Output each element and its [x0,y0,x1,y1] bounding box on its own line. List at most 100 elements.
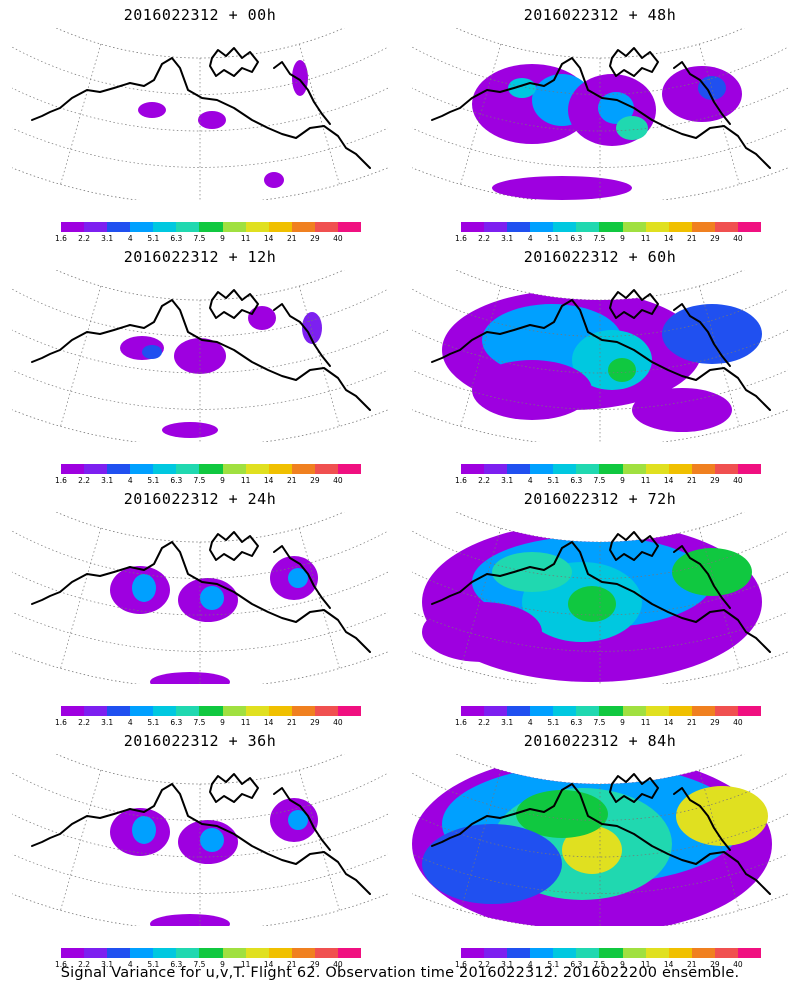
colorbar-label: 29 [310,476,320,485]
colorbar-label: 14 [663,234,674,243]
colorbar-label: 14 [263,718,274,727]
panel-title: 2016022312 + 00h [123,6,277,24]
colorbar-swatch [291,464,315,474]
colorbar-swatch [691,948,715,958]
colorbar-label: 40 [333,476,343,485]
colorbar-swatch [645,948,669,958]
colorbar-label: 1.6 [455,718,467,727]
colorbar-swatch [199,948,223,958]
colorbar-label: 2.2 [78,960,91,969]
colorbar-swatch [107,706,131,716]
colorbar-swatch [84,222,108,232]
colorbar-swatch [337,464,362,474]
colorbar-label: 2.2 [478,718,491,727]
variance-contour [698,76,726,100]
colorbar-label: 40 [333,718,343,727]
colorbar-swatch [222,948,246,958]
variance-contour [422,824,562,904]
colorbar-label: 5.1 [147,234,160,243]
colorbar-label: 9 [620,718,625,727]
colorbar-swatch [314,222,338,232]
longitude-line [460,769,502,911]
longitude-line [298,527,340,669]
colorbar-swatch [576,948,600,958]
colorbar-label: 5.1 [147,960,160,969]
panel-title: 2016022312 + 24h [123,490,277,508]
coastline [31,57,371,169]
colorbar [461,222,762,232]
coastline [273,787,331,851]
colorbar-swatch [268,948,292,958]
colorbar-swatch [268,464,292,474]
colorbar-label: 14 [263,476,274,485]
colorbar-label: 2.2 [478,234,491,243]
projection-map [12,754,388,926]
map-panel-p72: 2016022312 + 72h 1.6 2.2 3.1 4 5.1 6.3 7.5 9 11 14… [400,484,800,732]
colorbar-label: 11 [640,718,651,727]
colorbar-swatch [222,464,246,474]
colorbar-label: 9 [620,960,625,969]
colorbar-swatch [622,948,646,958]
colorbar-swatch [461,464,485,474]
colorbar-label: 11 [240,718,251,727]
colorbar-swatch [61,948,85,958]
longitude-line [60,43,102,185]
colorbar-label: 21 [686,234,697,243]
colorbar-label: 21 [286,960,297,969]
colorbar-label: 6.3 [570,718,583,727]
colorbar-swatch [668,948,692,958]
colorbar-swatch [337,222,362,232]
colorbar-swatch [130,464,154,474]
colorbar-label: 5.1 [147,476,160,485]
panel-title: 2016022312 + 84h [523,732,677,750]
colorbar-label: 4 [527,718,533,727]
colorbar-label: 21 [686,476,697,485]
colorbar-swatch [245,948,269,958]
colorbar-swatch [291,948,315,958]
colorbar-label: 7.5 [193,960,206,969]
coastline [609,773,659,803]
colorbar-label: 40 [333,234,343,243]
colorbar-label: 3.1 [101,718,114,727]
colorbar-swatch [461,706,485,716]
panel-title: 2016022312 + 72h [523,490,677,508]
coastline [273,61,331,125]
colorbar-labels: 1.6 2.2 3.1 4 5.1 6.3 7.5 9 11 14 21 29 40 [53,476,363,486]
colorbar-swatch [530,948,554,958]
colorbar [461,464,762,474]
coastline [273,303,331,367]
colorbar-label: 7.5 [193,476,206,485]
colorbar-swatch [484,222,508,232]
colorbar-label: 1.6 [55,960,67,969]
colorbar-label: 3.1 [501,960,514,969]
projection-map [412,270,788,442]
variance-contour [132,574,156,602]
colorbar-label: 40 [733,960,743,969]
colorbar-label: 6.3 [570,234,583,243]
colorbar-swatch [737,222,762,232]
colorbar-swatch [599,948,623,958]
map-panel-p12: 2016022312 + 12h 1.6 2.2 3.1 4 5.1 6.3 7.5 9 11 14… [0,242,400,490]
colorbar-swatch [737,948,762,958]
colorbar-label: 11 [640,476,651,485]
colorbar [461,706,762,716]
longitude-line [60,285,102,427]
colorbar-label: 40 [733,234,743,243]
colorbar-label: 40 [333,960,343,969]
colorbar-swatch [314,948,338,958]
colorbar-swatch [553,222,577,232]
colorbar-swatch [737,706,762,716]
colorbar-label: 29 [710,476,720,485]
variance-contour [200,586,224,610]
coastline [273,545,331,609]
longitude-line [60,769,102,911]
variance-contour [608,358,636,382]
colorbar-swatch [153,948,177,958]
coastline [31,541,371,653]
colorbar-label: 29 [710,718,720,727]
colorbar-label: 40 [733,718,743,727]
coastline [31,299,371,411]
colorbar-swatch [314,706,338,716]
colorbar-swatch [245,222,269,232]
colorbar-label: 4 [527,234,533,243]
